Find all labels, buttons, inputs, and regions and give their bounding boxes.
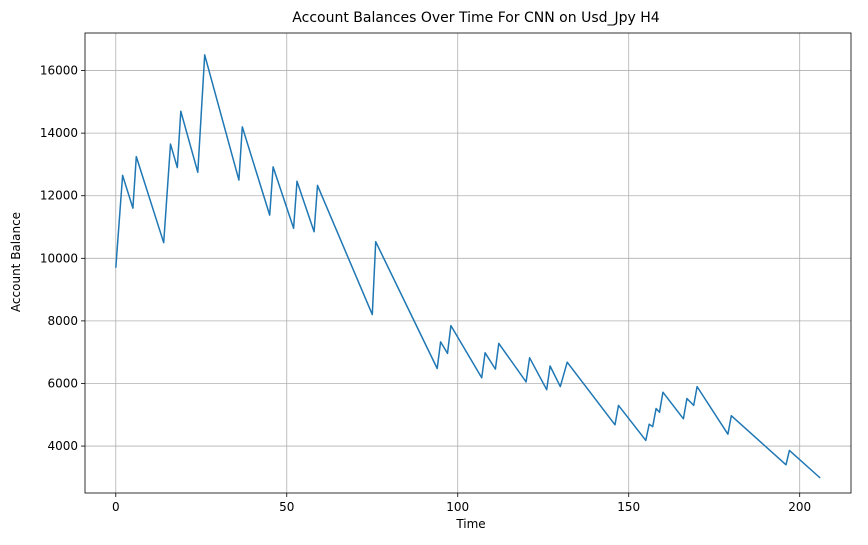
x-tick-label: 200 [788, 500, 811, 514]
x-axis: 0 50 100 150 200 [112, 493, 811, 514]
x-axis-label: Time [455, 517, 485, 531]
plot-frame [84, 32, 852, 494]
x-tick-label: 100 [446, 500, 469, 514]
x-tick-label: 0 [112, 500, 120, 514]
y-tick-label: 14000 [40, 126, 78, 140]
y-tick-label: 10000 [40, 251, 78, 265]
x-tick-label: 150 [617, 500, 640, 514]
y-tick-label: 8000 [47, 314, 78, 328]
y-axis: 4000 6000 8000 10000 12000 14000 16000 [40, 64, 85, 453]
y-tick-label: 16000 [40, 64, 78, 78]
plot-area [115, 54, 821, 479]
x-tick-label: 50 [279, 500, 294, 514]
y-tick-label: 4000 [47, 439, 78, 453]
chart-title: Account Balances Over Time For CNN on Us… [292, 10, 659, 26]
y-axis-label: Account Balance [9, 212, 23, 312]
y-tick-label: 12000 [40, 189, 78, 203]
series-line [115, 54, 821, 479]
grid [85, 33, 851, 493]
y-tick-label: 6000 [47, 376, 78, 390]
